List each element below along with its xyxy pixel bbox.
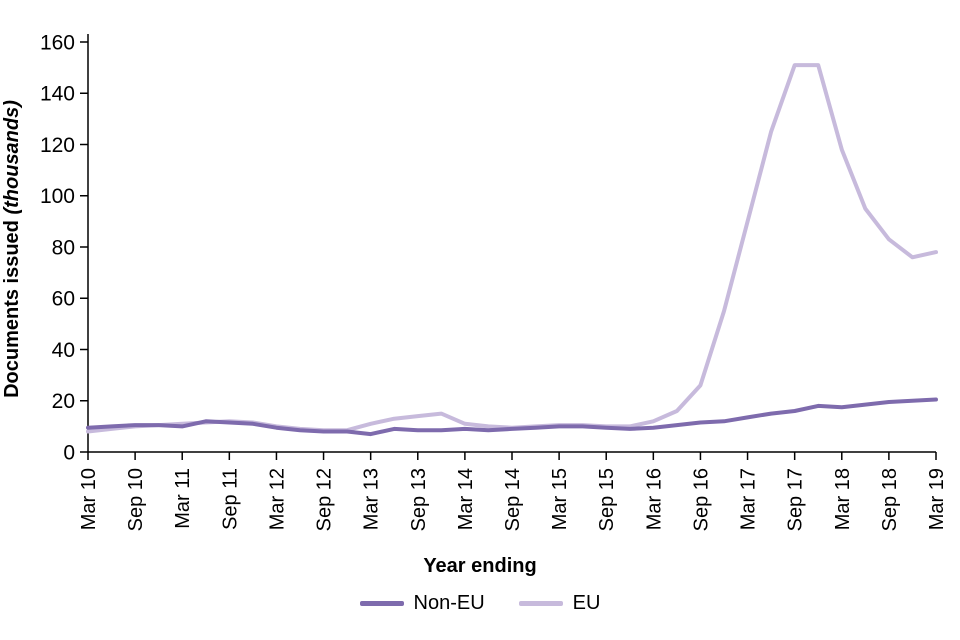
svg-text:0: 0 [63,441,75,464]
svg-text:20: 20 [52,390,75,413]
svg-text:Mar 13: Mar 13 [361,468,383,530]
svg-text:Sep 16: Sep 16 [690,468,712,531]
svg-text:60: 60 [52,288,75,311]
svg-text:Sep 13: Sep 13 [408,468,430,531]
svg-text:Mar 17: Mar 17 [738,468,760,530]
svg-text:Mar 15: Mar 15 [549,468,571,530]
svg-text:100: 100 [40,185,75,208]
legend-item-eu: EU [518,592,601,615]
svg-text:160: 160 [40,31,75,54]
svg-text:140: 140 [40,83,75,106]
legend-label-eu: EU [572,592,601,614]
svg-text:Mar 10: Mar 10 [78,468,100,530]
legend-label-non-eu: Non-EU [413,592,485,614]
plot-area: 0 20 40 60 80 100 120 140 160 Mar 10 Sep 10 Mar 11 S… [40,31,948,531]
legend-swatch-non-eu [359,601,404,606]
chart-legend: Non-EU EU [0,592,960,615]
svg-text:Sep 18: Sep 18 [879,468,901,531]
svg-text:Sep 10: Sep 10 [125,468,147,531]
svg-text:Mar 19: Mar 19 [926,468,948,530]
legend-swatch-eu [518,601,563,606]
svg-text:Sep 14: Sep 14 [502,468,524,531]
svg-text:Sep 12: Sep 12 [314,468,336,531]
svg-text:Sep 11: Sep 11 [219,468,241,530]
svg-text:80: 80 [52,236,75,259]
svg-text:Mar 18: Mar 18 [832,468,854,530]
svg-text:40: 40 [52,339,75,362]
legend-item-non-eu: Non-EU [359,592,485,615]
svg-text:Sep 15: Sep 15 [596,468,618,531]
svg-text:Mar 12: Mar 12 [266,468,288,530]
svg-text:120: 120 [40,134,75,157]
y-axis-title-unit: (thousands) [1,100,23,215]
y-axis-title: Documents issued (thousands) [1,49,27,449]
svg-text:Mar 11: Mar 11 [172,468,194,529]
svg-text:Mar 16: Mar 16 [643,468,665,530]
y-axis-title-main: Documents issued [1,220,23,398]
x-axis-title: Year ending [423,555,537,577]
svg-text:Mar 14: Mar 14 [455,468,477,530]
svg-text:Sep 17: Sep 17 [785,468,807,531]
